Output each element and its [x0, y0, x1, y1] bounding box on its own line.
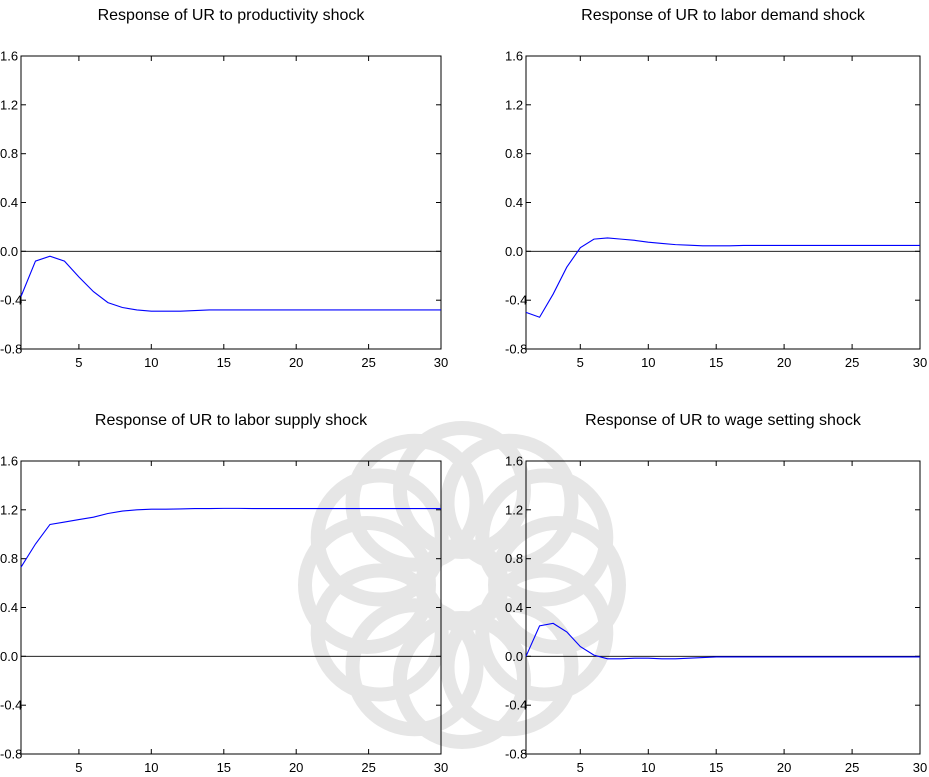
chart-title: Response of UR to labor demand shock: [581, 7, 866, 24]
x-tick-label: 25: [845, 355, 859, 370]
x-tick-label: 5: [75, 355, 82, 370]
x-tick-label: 25: [361, 760, 375, 775]
chart-panel: Response of UR to productivity shock -0.8…: [0, 7, 448, 370]
x-tick-label: 30: [434, 355, 448, 370]
chart-panel: Response of UR to wage setting shock -0.8…: [505, 412, 927, 775]
x-tick-label: 20: [289, 355, 303, 370]
x-tick-label: 5: [577, 355, 584, 370]
x-tick-label: 25: [361, 355, 375, 370]
watermark-ring: [345, 598, 484, 737]
y-tick-label: 0.4: [505, 195, 523, 210]
y-tick-label: 1.6: [0, 49, 18, 64]
watermark-ring: [475, 563, 614, 702]
y-tick-label: 1.2: [505, 97, 523, 112]
y-tick-label: -0.8: [505, 747, 527, 762]
y-tick-label: 0.4: [505, 600, 523, 615]
x-tick-label: 10: [144, 355, 158, 370]
x-tick-label: 15: [217, 760, 231, 775]
x-tick-label: 30: [913, 355, 927, 370]
chart-panel: Response of UR to labor supply shock -0.8…: [0, 412, 448, 775]
x-tick-label: 15: [709, 760, 723, 775]
y-tick-label: -0.4: [505, 293, 527, 308]
y-tick-label: 1.6: [505, 49, 523, 64]
chart-panel: Response of UR to labor demand shock -0.8…: [505, 7, 927, 370]
response-series-line: [20, 507, 441, 568]
y-tick-label: 0.0: [505, 244, 523, 259]
y-tick-label: -0.8: [505, 342, 527, 357]
watermark-ring: [440, 433, 579, 572]
chart-panels: Response of UR to productivity shock -0.8…: [0, 7, 927, 775]
y-tick-label: 0.8: [0, 146, 18, 161]
y-tick-label: 0.0: [0, 649, 18, 664]
y-tick-label: -0.4: [0, 293, 22, 308]
background-watermark: [298, 421, 626, 749]
x-tick-label: 30: [913, 760, 927, 775]
response-series-line: [525, 622, 920, 660]
y-tick-label: 0.0: [0, 244, 18, 259]
chart-title: Response of UR to productivity shock: [98, 7, 366, 24]
watermark-ring: [475, 468, 614, 607]
response-series-line: [20, 255, 441, 312]
x-tick-label: 15: [217, 355, 231, 370]
plot-frame: [20, 55, 442, 350]
x-tick-label: 20: [777, 760, 791, 775]
watermark-ring: [310, 468, 449, 607]
y-tick-label: 0.8: [505, 146, 523, 161]
response-series-line: [525, 237, 920, 318]
watermark-center: [415, 538, 509, 632]
y-tick-label: 1.2: [505, 502, 523, 517]
plot-frame: [525, 460, 921, 755]
plot-frame: [525, 55, 921, 350]
chart-title: Response of UR to wage setting shock: [585, 412, 862, 429]
y-tick-label: -0.4: [0, 698, 22, 713]
x-tick-label: 5: [75, 760, 82, 775]
watermark-star: [298, 421, 626, 749]
x-tick-label: 10: [641, 355, 655, 370]
x-tick-label: 20: [777, 355, 791, 370]
y-tick-label: 1.6: [505, 454, 523, 469]
x-tick-label: 10: [144, 760, 158, 775]
y-tick-label: 0.0: [505, 649, 523, 664]
y-tick-label: 0.4: [0, 195, 18, 210]
y-tick-label: 1.2: [0, 502, 18, 517]
y-tick-label: 1.6: [0, 454, 18, 469]
x-tick-label: 5: [577, 760, 584, 775]
y-tick-label: -0.8: [0, 342, 22, 357]
y-tick-label: 0.8: [0, 551, 18, 566]
y-tick-label: 1.2: [0, 97, 18, 112]
y-tick-label: 0.4: [0, 600, 18, 615]
x-tick-label: 10: [641, 760, 655, 775]
y-tick-label: -0.8: [0, 747, 22, 762]
x-tick-label: 30: [434, 760, 448, 775]
y-tick-label: 0.8: [505, 551, 523, 566]
x-tick-label: 20: [289, 760, 303, 775]
x-tick-label: 15: [709, 355, 723, 370]
x-tick-label: 25: [845, 760, 859, 775]
y-tick-label: -0.4: [505, 698, 527, 713]
chart-title: Response of UR to labor supply shock: [95, 412, 368, 429]
